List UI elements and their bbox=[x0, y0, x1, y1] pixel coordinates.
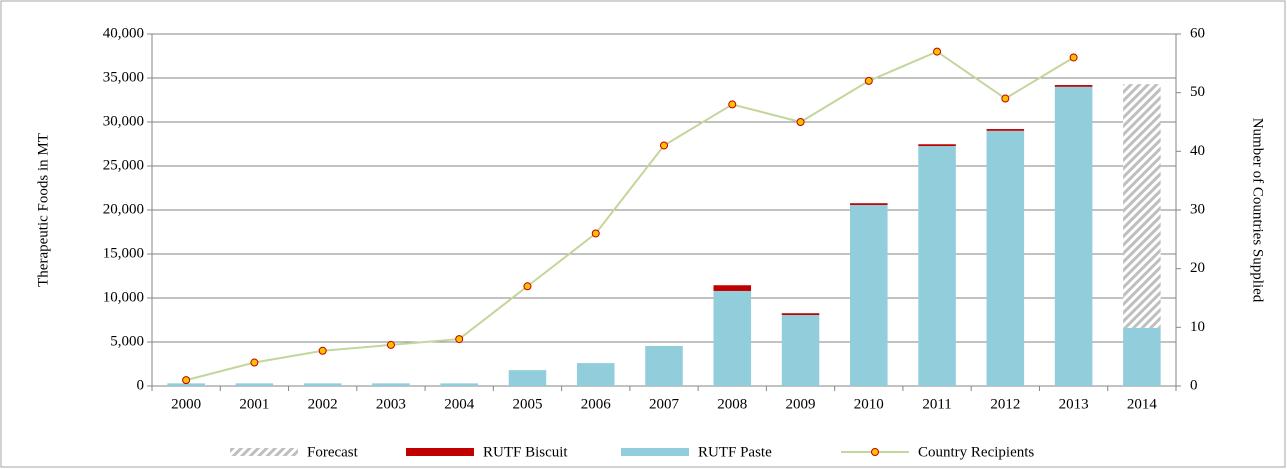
bar-segment bbox=[986, 129, 1025, 131]
bar-segment bbox=[918, 144, 956, 147]
bar-segment bbox=[303, 383, 342, 386]
y-tick-label: 40,000 bbox=[103, 25, 144, 41]
x-tick-label: 2000 bbox=[171, 396, 201, 412]
x-tick-label: 2014 bbox=[1127, 396, 1158, 412]
y-tick-label: 30,000 bbox=[103, 113, 144, 129]
legend-swatch bbox=[621, 448, 689, 456]
line-marker bbox=[523, 282, 532, 291]
x-tick-label: 2012 bbox=[990, 396, 1020, 412]
line-marker bbox=[796, 118, 805, 126]
legend-marker bbox=[871, 448, 879, 456]
line bbox=[185, 50, 1075, 382]
bar-segment bbox=[508, 370, 547, 386]
x-tick-label: 2005 bbox=[512, 396, 542, 412]
line-marker bbox=[864, 76, 873, 85]
x-tick-label: 2010 bbox=[854, 396, 884, 412]
bar-segment bbox=[713, 290, 752, 386]
bar-segment bbox=[918, 146, 956, 386]
y-tick-label: 15,000 bbox=[103, 245, 144, 261]
legend-label: RUTF Biscuit bbox=[483, 444, 568, 460]
legend-label: RUTF Paste bbox=[698, 444, 772, 460]
x-tick-label: 2002 bbox=[308, 396, 338, 412]
line-marker bbox=[386, 340, 395, 349]
y2-tick-label: 0 bbox=[1190, 377, 1198, 393]
x-tick-label: 2004 bbox=[444, 396, 475, 412]
y2-tick-label: 40 bbox=[1190, 143, 1205, 159]
y-tick-label: 20,000 bbox=[103, 201, 144, 217]
line-marker bbox=[318, 346, 327, 355]
y-tick-label: 35,000 bbox=[103, 69, 144, 85]
bar-segment bbox=[576, 363, 615, 386]
x-tick-label: 2009 bbox=[786, 396, 816, 412]
x-tick-label: 2013 bbox=[1059, 396, 1089, 412]
line-marker bbox=[182, 376, 191, 385]
bar-segment bbox=[440, 383, 478, 386]
line-marker bbox=[591, 229, 600, 238]
bar-segment bbox=[850, 204, 888, 386]
x-tick-label: 2001 bbox=[239, 396, 269, 412]
line-marker bbox=[728, 100, 737, 109]
bar-segment bbox=[167, 383, 205, 386]
y-tick-label: 25,000 bbox=[103, 157, 144, 173]
x-tick-label: 2011 bbox=[922, 396, 951, 412]
bar-segment bbox=[713, 285, 752, 291]
bar-segment bbox=[1054, 85, 1093, 87]
x-tick-label: 2008 bbox=[717, 396, 747, 412]
x-tick-label: 2007 bbox=[649, 396, 680, 412]
bar-segment bbox=[1123, 84, 1161, 328]
y2-axis-title: Number of Countries Supplied bbox=[1250, 118, 1266, 303]
y-tick-label: 0 bbox=[137, 377, 145, 393]
bar-segment bbox=[1054, 86, 1093, 387]
bar-segment bbox=[235, 383, 274, 386]
bar-segment bbox=[781, 313, 820, 315]
y-axis-title: Therapeutic Foods in MT bbox=[35, 133, 51, 287]
legend-swatch bbox=[230, 448, 298, 456]
bar-segment bbox=[372, 383, 410, 386]
x-tick-label: 2006 bbox=[581, 396, 612, 412]
y-tick-label: 10,000 bbox=[103, 289, 144, 305]
line-marker bbox=[933, 47, 942, 56]
y2-tick-label: 60 bbox=[1190, 25, 1205, 41]
x-tick-label: 2003 bbox=[376, 396, 406, 412]
y2-tick-label: 10 bbox=[1190, 319, 1205, 335]
legend-swatch bbox=[406, 448, 474, 456]
y-tick-label: 5,000 bbox=[110, 333, 144, 349]
bar-segment bbox=[1123, 327, 1161, 386]
line-marker bbox=[250, 358, 259, 367]
bar-segment bbox=[850, 203, 888, 205]
bar-segment bbox=[986, 130, 1025, 386]
line-marker bbox=[1069, 53, 1078, 62]
bar-segment bbox=[645, 345, 683, 386]
y2-tick-label: 20 bbox=[1190, 260, 1205, 276]
line-marker bbox=[660, 141, 668, 150]
legend-label: Forecast bbox=[307, 444, 359, 460]
line-marker bbox=[1001, 94, 1010, 103]
y2-tick-label: 50 bbox=[1190, 84, 1205, 100]
bar-segment bbox=[781, 314, 820, 386]
legend-label: Country Recipients bbox=[918, 444, 1034, 460]
line-marker bbox=[455, 335, 464, 344]
y2-tick-label: 30 bbox=[1190, 201, 1205, 217]
